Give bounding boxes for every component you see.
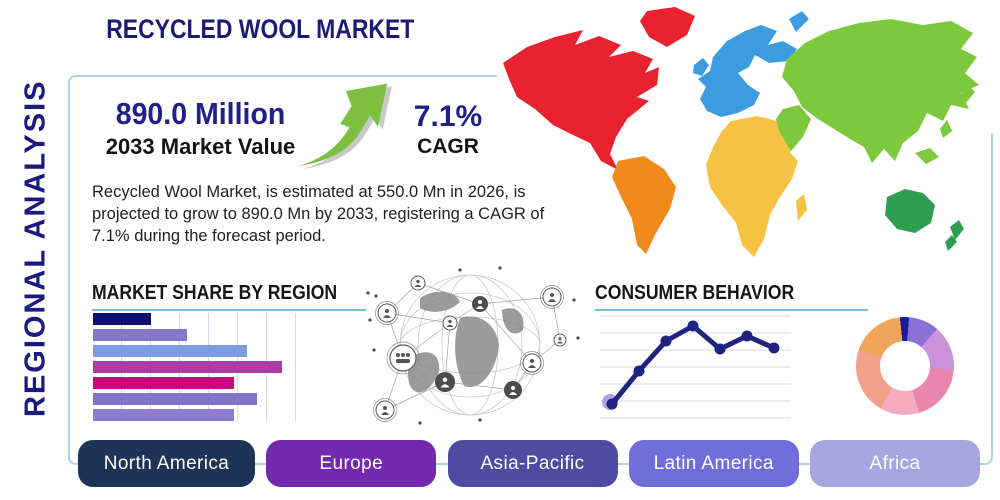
region-button-asia-pacific[interactable]: Asia-Pacific — [447, 440, 618, 487]
market-share-underline — [92, 309, 366, 311]
map-north-america — [503, 30, 659, 170]
region-donut-chart — [856, 317, 954, 415]
bar-4 — [93, 361, 283, 373]
bar-1 — [93, 313, 152, 325]
network-dots — [366, 266, 580, 425]
bar-2 — [93, 329, 187, 341]
map-south-america — [612, 156, 676, 254]
market-value-stat: 890.0 Million 2033 Market Value — [88, 96, 313, 160]
bar-7 — [93, 409, 235, 421]
map-africa — [706, 116, 798, 257]
cagr-value: 7.1% — [413, 100, 483, 133]
data-point-4 — [687, 320, 699, 332]
globe-continents — [407, 291, 524, 393]
world-map — [497, 3, 1000, 265]
map-europe-north-isle — [789, 11, 809, 32]
map-europe-uk — [693, 58, 709, 76]
growth-arrow-icon — [297, 83, 392, 170]
bar-5 — [93, 377, 235, 389]
data-point-6 — [741, 330, 753, 342]
market-value-label: 2033 Market Value — [105, 134, 296, 159]
region-button-africa[interactable]: Africa — [810, 440, 980, 487]
bar-6 — [93, 393, 258, 405]
data-point-7 — [768, 342, 780, 354]
region-button-north-america[interactable]: North America — [78, 440, 255, 487]
cagr-stat: 7.1% CAGR — [408, 100, 488, 159]
map-indonesia — [915, 148, 939, 164]
data-point-5 — [714, 343, 726, 355]
region-buttons: North America Europe Asia-Pacific Latin Ame… — [78, 440, 980, 487]
bar-3 — [93, 345, 247, 357]
market-share-title: MARKET SHARE BY REGION — [92, 282, 338, 304]
consumer-behavior-title: CONSUMER BEHAVIOR — [595, 282, 795, 304]
globe-network-graphic — [366, 266, 580, 425]
consumer-behavior-line-chart — [600, 315, 791, 419]
map-australia — [885, 189, 935, 233]
data-point-2 — [633, 365, 645, 377]
people-nodes — [373, 275, 567, 422]
consumer-behavior-underline — [595, 309, 868, 311]
data-point-3 — [660, 335, 672, 347]
map-japan — [959, 85, 975, 105]
map-europe — [698, 25, 797, 117]
data-point-1 — [606, 398, 618, 410]
region-button-latin-america[interactable]: Latin America — [628, 440, 799, 487]
market-value: 890.0 Million — [115, 96, 286, 131]
cagr-label: CAGR — [417, 135, 479, 158]
map-philippines — [940, 120, 952, 138]
map-greenland — [640, 7, 695, 47]
market-share-bar-chart — [93, 313, 301, 421]
map-middle-east — [776, 105, 811, 151]
map-madagascar — [796, 194, 807, 221]
region-button-europe[interactable]: Europe — [266, 440, 437, 487]
map-asia — [782, 19, 979, 163]
panel-right-border-segment — [991, 133, 993, 265]
map-new-zealand — [945, 220, 964, 251]
side-label: REGIONAL ANALYSIS — [19, 79, 52, 417]
page-title: RECYCLED WOOL MARKET — [105, 14, 415, 44]
description-text: Recycled Wool Market, is estimated at 55… — [92, 183, 545, 245]
